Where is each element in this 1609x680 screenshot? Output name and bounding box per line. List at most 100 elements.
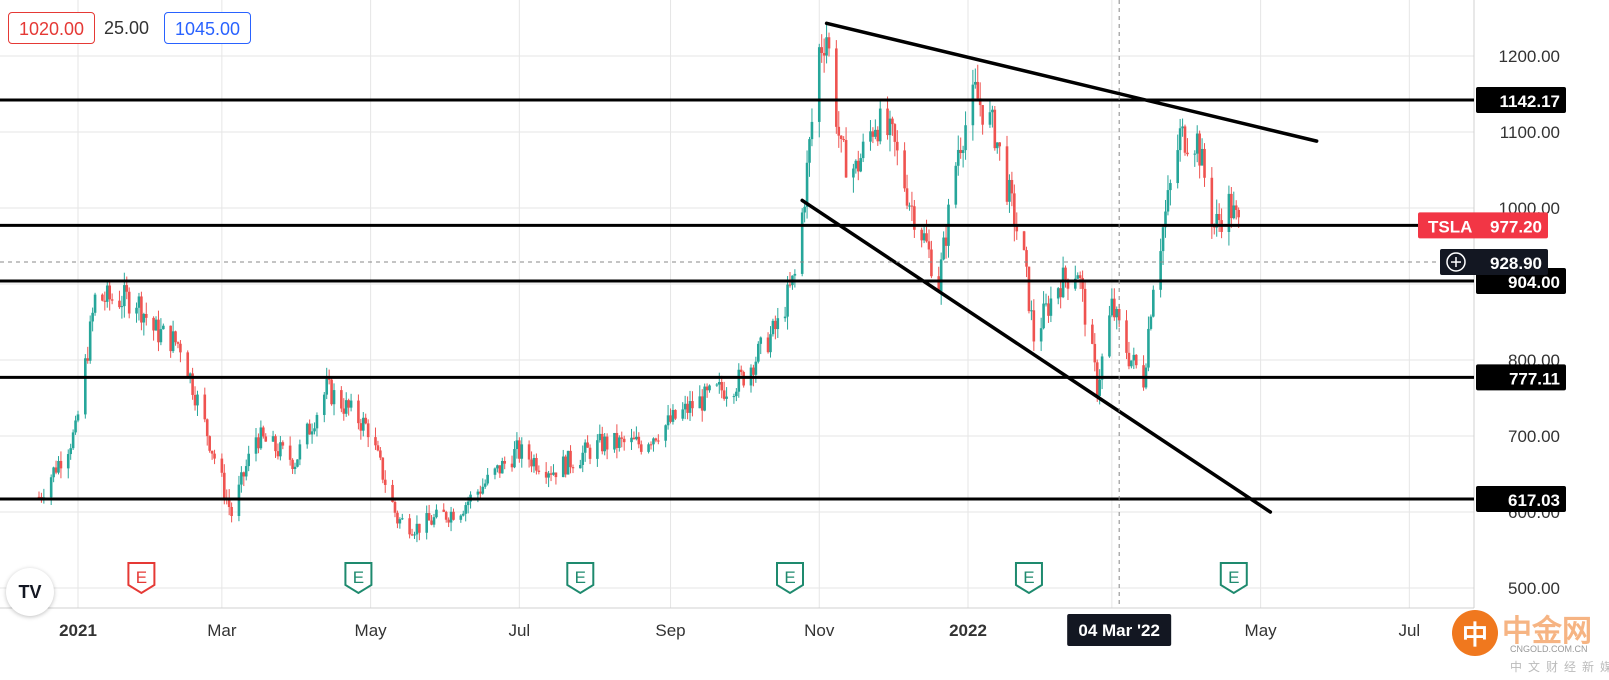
tradingview-logo-icon[interactable]: TV xyxy=(6,568,54,616)
candle-body xyxy=(1066,279,1070,289)
candle-body xyxy=(669,415,672,422)
candle-body xyxy=(361,417,365,431)
candle-body xyxy=(452,511,455,520)
candle-body xyxy=(774,320,777,330)
candle-body xyxy=(754,361,758,375)
candle-body xyxy=(810,121,814,140)
candle-body xyxy=(837,126,841,136)
candle-body xyxy=(725,396,728,399)
time-tick-label: Mar xyxy=(207,621,237,640)
earnings-marker[interactable]: E xyxy=(127,562,156,595)
candle-body xyxy=(179,343,182,353)
candle-body xyxy=(418,523,421,533)
candle-body xyxy=(435,509,438,518)
candle-body xyxy=(1025,250,1028,267)
candle-body xyxy=(230,506,233,517)
crosshair-price-tag-bg xyxy=(1440,249,1548,276)
sell-price-button[interactable]: 1020.00 xyxy=(8,12,96,44)
candle-body xyxy=(1166,190,1170,212)
earnings-marker[interactable]: E xyxy=(566,562,595,595)
candle-body xyxy=(1005,146,1009,202)
candle-body xyxy=(1049,298,1053,316)
candle-body xyxy=(364,417,368,424)
candle-body xyxy=(105,285,109,302)
candle-body xyxy=(444,511,448,520)
candle-body xyxy=(84,358,87,415)
candle-body xyxy=(1227,193,1231,232)
candle-body xyxy=(432,517,436,525)
earnings-marker[interactable]: E xyxy=(1219,562,1248,595)
candle-body xyxy=(688,401,692,413)
candle-body xyxy=(1073,278,1077,289)
candle-body xyxy=(1210,177,1214,225)
candle-body xyxy=(895,141,899,151)
candle-body xyxy=(425,513,428,533)
spread-value: 25.00 xyxy=(100,12,154,44)
time-axis[interactable]: 2021 Mar May Jul Sep Nov 2022 May Jul 04 Mar '22 xyxy=(59,614,1420,646)
candle-body xyxy=(632,437,636,440)
add-alert-icon[interactable] xyxy=(1446,252,1466,272)
earnings-marker[interactable]: E xyxy=(776,562,804,595)
candle-body xyxy=(464,505,467,514)
candle-body xyxy=(315,414,319,429)
candle-body xyxy=(476,491,480,495)
level-price-tag: 617.03 xyxy=(1508,491,1560,510)
candle-body xyxy=(157,319,160,343)
candle-body xyxy=(203,394,207,420)
candle-body xyxy=(737,369,741,392)
candle-body xyxy=(605,436,609,450)
candle-body xyxy=(461,513,465,516)
candle-body xyxy=(66,454,70,469)
candle-body xyxy=(944,237,948,246)
candle-body xyxy=(552,472,555,475)
candle-body xyxy=(325,378,329,395)
candle-body xyxy=(910,205,914,207)
candle-body xyxy=(271,436,275,442)
price-axis[interactable]: 500.00600.00700.00800.001000.001100.0012… xyxy=(1418,0,1609,680)
candle-body xyxy=(871,131,875,137)
earnings-marker-label: E xyxy=(784,568,795,587)
candle-body xyxy=(1091,324,1094,344)
earnings-marker[interactable]: E xyxy=(344,562,373,595)
candle-body xyxy=(510,463,514,468)
candle-body xyxy=(276,451,280,457)
crosshair-date-tag-bg xyxy=(1067,614,1172,646)
candle-body xyxy=(786,284,789,317)
watermark-symbol: 中 xyxy=(1452,610,1498,656)
candle-body xyxy=(803,206,806,213)
candle-body xyxy=(1022,231,1026,251)
candle-body xyxy=(569,450,572,468)
earnings-marker[interactable]: E xyxy=(1014,562,1043,595)
candle-body xyxy=(586,442,589,448)
candle-body xyxy=(427,513,431,521)
candle-body xyxy=(125,285,129,292)
candle-body xyxy=(76,414,80,421)
candle-body xyxy=(1152,289,1155,317)
candle-body xyxy=(1095,362,1099,396)
candle-body xyxy=(1076,275,1080,279)
candle-body xyxy=(110,299,114,301)
candle-body xyxy=(622,438,626,443)
candle-body xyxy=(52,467,55,478)
earnings-marker-shape xyxy=(1014,562,1043,595)
candle-body xyxy=(330,379,333,405)
candle-body xyxy=(905,188,909,206)
candle-body xyxy=(637,436,641,445)
candle-body xyxy=(59,460,63,469)
candle-body xyxy=(820,47,823,53)
candle-body xyxy=(757,343,760,362)
candle-body xyxy=(1195,133,1199,154)
buy-price-button[interactable]: 1045.00 xyxy=(164,12,252,44)
candle-body xyxy=(1081,278,1084,289)
time-tick-label: Sep xyxy=(655,621,685,640)
candle-body xyxy=(554,472,558,478)
candle-body xyxy=(1203,148,1206,178)
candle-body xyxy=(459,515,463,520)
candle-body xyxy=(93,294,97,313)
candle-body xyxy=(1149,316,1153,329)
candle-body xyxy=(374,437,377,446)
candle-body xyxy=(518,440,521,459)
candle-body xyxy=(596,440,599,459)
